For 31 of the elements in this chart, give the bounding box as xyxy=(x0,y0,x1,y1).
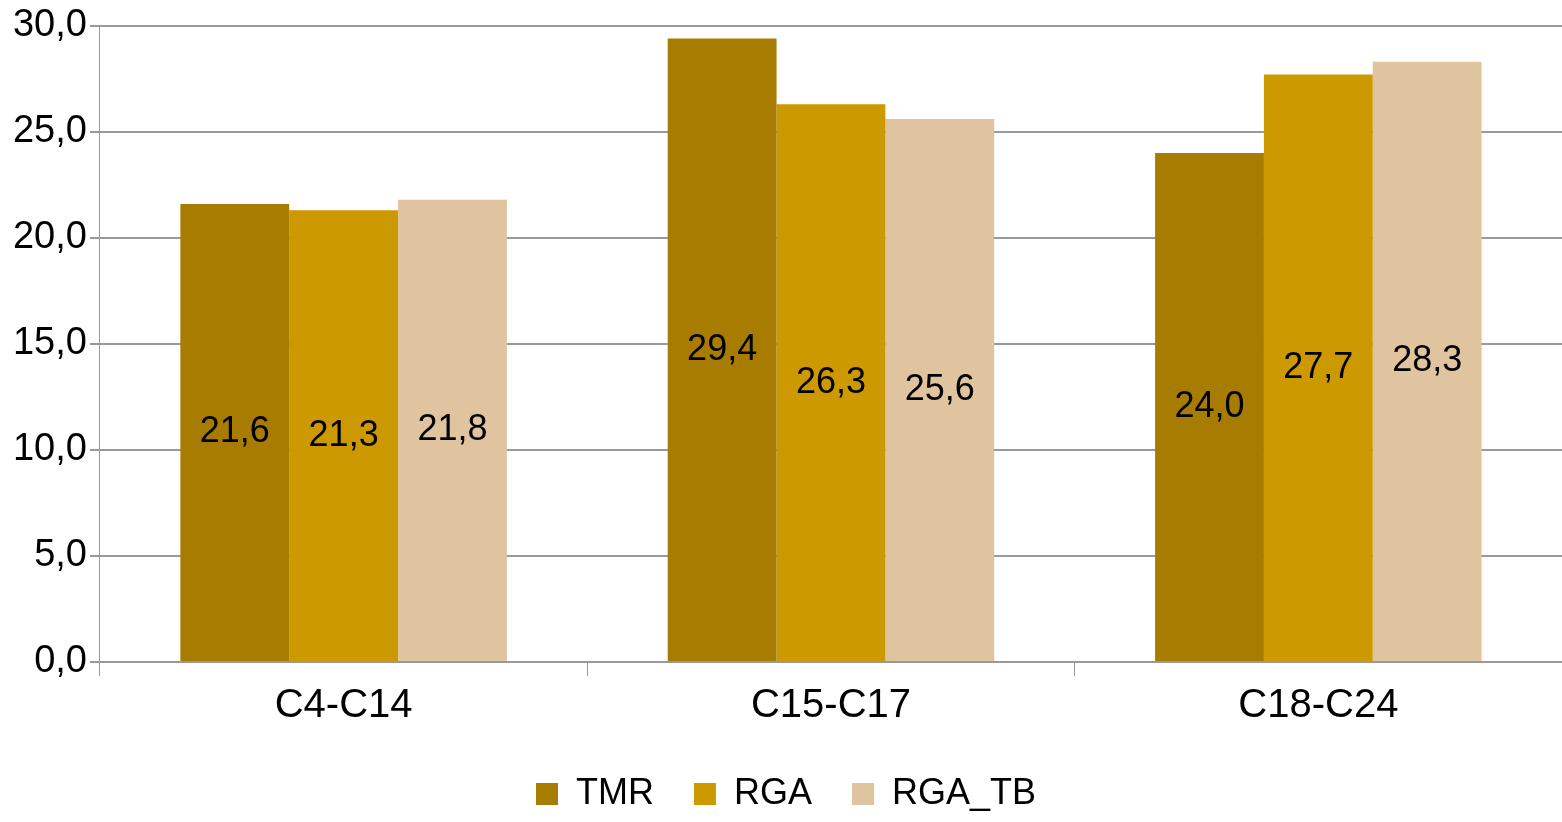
bar xyxy=(180,203,290,661)
data-label: 28,3 xyxy=(1392,338,1463,380)
bar xyxy=(885,119,995,661)
x-tick-label: C15-C17 xyxy=(750,681,912,726)
bar xyxy=(667,38,777,661)
y-tick-label: 10,0 xyxy=(12,426,87,469)
data-label: 24,0 xyxy=(1174,383,1245,425)
x-tick-label: C4-C14 xyxy=(274,681,413,726)
bar xyxy=(1155,153,1264,661)
y-tick-label: 5,0 xyxy=(34,532,87,575)
y-tick-label: 15,0 xyxy=(12,320,87,363)
bar xyxy=(1263,74,1373,661)
legend-label: RGA_TB xyxy=(891,770,1037,812)
legend-label: RGA xyxy=(733,770,812,812)
y-tick-label: 0,0 xyxy=(34,638,87,681)
data-label: 21,3 xyxy=(308,412,379,454)
bar xyxy=(776,104,886,661)
data-label: 25,6 xyxy=(904,366,975,408)
data-label: 21,8 xyxy=(417,407,488,449)
bar xyxy=(1372,61,1482,661)
bar xyxy=(398,199,507,661)
y-tick-label: 25,0 xyxy=(12,108,87,151)
data-label: 26,3 xyxy=(795,359,867,401)
data-label: 29,4 xyxy=(687,326,758,368)
data-label: 27,7 xyxy=(1283,344,1354,386)
x-tick-label: C18-C24 xyxy=(1238,681,1399,726)
legend-label: TMR xyxy=(575,770,654,812)
data-label: 21,6 xyxy=(199,409,270,451)
bar xyxy=(289,210,399,661)
y-tick-label: 30,0 xyxy=(12,2,87,45)
y-tick-label: 20,0 xyxy=(12,214,87,257)
